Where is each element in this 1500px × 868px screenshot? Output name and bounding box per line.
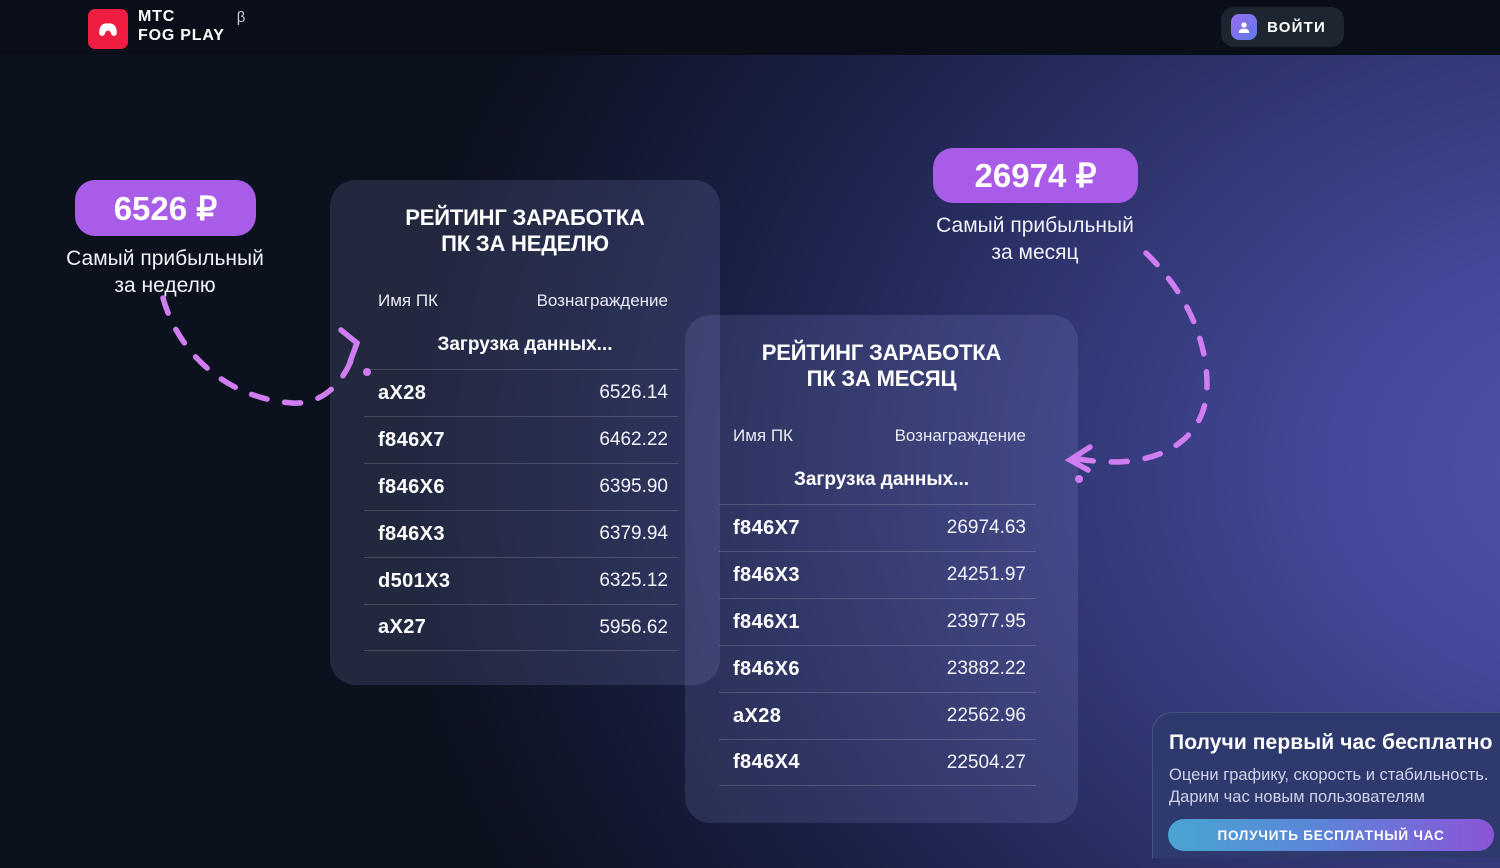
pc-name: aX28 — [733, 704, 782, 727]
table-row: f846X7 26974.63 — [719, 504, 1036, 551]
pc-reward: 6462.22 — [599, 429, 668, 450]
pc-reward: 5956.62 — [599, 616, 668, 638]
table-row: f846X6 6395.90 — [364, 463, 678, 510]
pc-name: f846X6 — [733, 657, 800, 680]
pc-name: aX27 — [378, 616, 427, 638]
month-card-title-line2: ПК ЗА МЕСЯЦ — [806, 366, 957, 391]
month-caption-line1: Самый прибыльный — [936, 214, 1134, 237]
table-row: f846X4 22504.27 — [719, 739, 1036, 786]
week-card-title-line2: ПК ЗА НЕДЕЛЮ — [441, 231, 609, 256]
week-loading-text: Загрузка данных... — [437, 334, 613, 355]
beta-badge: β — [236, 8, 246, 26]
week-table-rows: aX28 6526.14 f846X7 6462.22 f846X6 6395.… — [364, 369, 678, 651]
pc-reward: 6395.90 — [599, 476, 668, 497]
pc-name: f846X6 — [378, 475, 445, 498]
table-row: f846X7 6462.22 — [364, 416, 678, 463]
week-rating-card: РЕЙТИНГ ЗАРАБОТКА ПК ЗА НЕДЕЛЮ Имя ПК Во… — [330, 180, 720, 685]
week-top-earning-badge: 6526 ₽ — [75, 180, 256, 236]
month-col-reward: Вознаграждение — [894, 426, 1026, 445]
week-card-title-line1: РЕЙТИНГ ЗАРАБОТКА — [405, 205, 645, 230]
month-card-title-line1: РЕЙТИНГ ЗАРАБОТКА — [761, 340, 1002, 365]
login-button-label: ВОЙТИ — [1267, 18, 1326, 36]
pc-name: f846X4 — [733, 751, 800, 773]
promo-description: Оцени графику, скорость и стабильность. … — [1169, 764, 1500, 808]
brand-name: МТС FOG PLAY — [138, 7, 225, 45]
month-rating-card: РЕЙТИНГ ЗАРАБОТКА ПК ЗА МЕСЯЦ Имя ПК Воз… — [685, 315, 1078, 823]
week-caption-line1: Самый прибыльный — [66, 247, 264, 270]
month-badge-caption: Самый прибыльный за месяц — [900, 212, 1170, 266]
month-top-earning-badge: 26974 ₽ — [933, 148, 1138, 203]
table-row: f846X6 23882.22 — [719, 645, 1036, 692]
get-free-hour-button[interactable]: ПОЛУЧИТЬ БЕСПЛАТНЫЙ ЧАС — [1168, 819, 1494, 851]
table-row: f846X1 23977.95 — [719, 598, 1036, 645]
month-caption-line2: за месяц — [991, 241, 1079, 264]
free-hour-promo-card: Получи первый час бесплатно Оцени график… — [1152, 712, 1500, 858]
table-row: d501X3 6325.12 — [364, 557, 678, 604]
month-col-name: Имя ПК — [733, 426, 793, 445]
pc-name: f846X3 — [733, 563, 800, 586]
brand-logo[interactable]: МТС FOG PLAY β — [88, 7, 245, 49]
pc-name: f846X7 — [378, 428, 445, 451]
pc-reward: 6379.94 — [599, 523, 668, 544]
pc-name: f846X3 — [378, 522, 445, 545]
pc-reward: 24251.97 — [946, 564, 1026, 585]
week-col-reward: Вознаграждение — [536, 291, 668, 310]
week-badge-caption: Самый прибыльный за неделю — [30, 245, 300, 299]
brand-line2: FOG PLAY — [138, 26, 225, 44]
table-row: aX28 6526.14 — [364, 369, 678, 416]
week-col-name: Имя ПК — [378, 291, 438, 310]
month-table-header: Имя ПК Вознаграждение — [685, 426, 1078, 446]
pc-reward: 22562.96 — [946, 705, 1026, 726]
pc-name: d501X3 — [378, 569, 451, 592]
promo-description-line1: Оцени графику, скорость и стабильность. — [1169, 766, 1489, 784]
month-loading-text: Загрузка данных... — [793, 469, 970, 490]
table-row: aX28 22562.96 — [719, 692, 1036, 739]
pc-reward: 23977.95 — [946, 611, 1026, 632]
table-row: f846X3 24251.97 — [719, 551, 1036, 598]
brand-line1: МТС — [138, 7, 176, 25]
month-arrow-curve — [1075, 250, 1210, 465]
week-card-title: РЕЙТИНГ ЗАРАБОТКА ПК ЗА НЕДЕЛЮ — [330, 205, 720, 257]
week-table-header: Имя ПК Вознаграждение — [330, 291, 720, 311]
gamepad-logo-icon — [88, 8, 128, 49]
top-navbar: МТС FOG PLAY β ВОЙТИ — [0, 0, 1500, 55]
promo-title: Получи первый час бесплатно — [1169, 731, 1493, 754]
table-row: f846X3 6379.94 — [364, 510, 678, 557]
week-arrow-curve — [160, 295, 359, 406]
user-avatar-icon — [1231, 14, 1258, 40]
pc-name: aX28 — [378, 381, 427, 404]
pc-reward: 6526.14 — [599, 382, 668, 403]
pc-name: f846X1 — [733, 610, 800, 633]
login-button[interactable]: ВОЙТИ — [1221, 7, 1344, 47]
pc-reward: 22504.27 — [946, 751, 1026, 773]
promo-description-line2: Дарим час новым пользователям — [1169, 788, 1425, 806]
week-caption-line2: за неделю — [114, 274, 216, 297]
pc-reward: 23882.22 — [946, 658, 1026, 679]
pc-reward: 6325.12 — [599, 570, 668, 591]
table-row: aX27 5956.62 — [364, 604, 678, 651]
pc-reward: 26974.63 — [946, 517, 1026, 538]
month-card-title: РЕЙТИНГ ЗАРАБОТКА ПК ЗА МЕСЯЦ — [685, 340, 1078, 392]
pc-name: f846X7 — [733, 516, 800, 539]
month-table-rows: f846X7 26974.63 f846X3 24251.97 f846X1 2… — [719, 504, 1036, 786]
